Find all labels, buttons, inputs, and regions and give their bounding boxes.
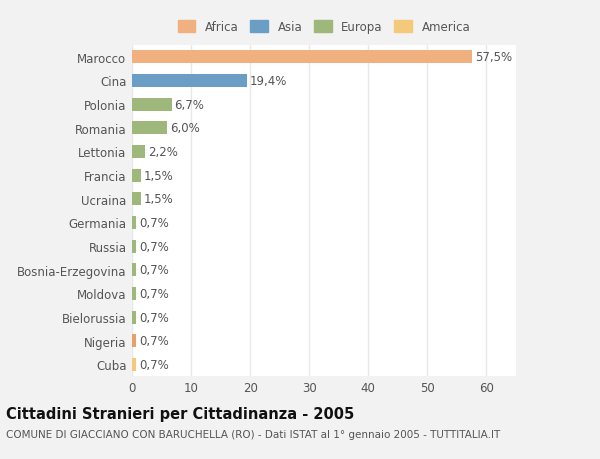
Text: 0,7%: 0,7% <box>139 311 169 324</box>
Bar <box>132 122 167 135</box>
Text: 1,5%: 1,5% <box>144 169 173 182</box>
Text: 0,7%: 0,7% <box>139 287 169 300</box>
Text: 2,2%: 2,2% <box>148 146 178 159</box>
Bar <box>132 358 136 371</box>
Text: 0,7%: 0,7% <box>139 263 169 277</box>
Text: 0,7%: 0,7% <box>139 358 169 371</box>
Bar <box>132 169 141 182</box>
Text: Cittadini Stranieri per Cittadinanza - 2005: Cittadini Stranieri per Cittadinanza - 2… <box>6 406 354 421</box>
Bar <box>132 240 136 253</box>
Bar <box>132 193 141 206</box>
Bar <box>132 311 136 324</box>
Text: 6,7%: 6,7% <box>175 98 205 112</box>
Bar <box>132 75 247 88</box>
Bar <box>132 146 145 159</box>
Text: 19,4%: 19,4% <box>250 75 287 88</box>
Text: 0,7%: 0,7% <box>139 240 169 253</box>
Bar <box>132 263 136 277</box>
Bar <box>132 217 136 230</box>
Bar <box>132 335 136 347</box>
Text: COMUNE DI GIACCIANO CON BARUCHELLA (RO) - Dati ISTAT al 1° gennaio 2005 - TUTTIT: COMUNE DI GIACCIANO CON BARUCHELLA (RO) … <box>6 429 500 439</box>
Text: 1,5%: 1,5% <box>144 193 173 206</box>
Bar <box>132 98 172 112</box>
Text: 6,0%: 6,0% <box>170 122 200 135</box>
Text: 0,7%: 0,7% <box>139 335 169 347</box>
Legend: Africa, Asia, Europa, America: Africa, Asia, Europa, America <box>175 19 473 37</box>
Bar <box>132 51 472 64</box>
Text: 57,5%: 57,5% <box>475 51 512 64</box>
Bar <box>132 287 136 300</box>
Text: 0,7%: 0,7% <box>139 217 169 230</box>
